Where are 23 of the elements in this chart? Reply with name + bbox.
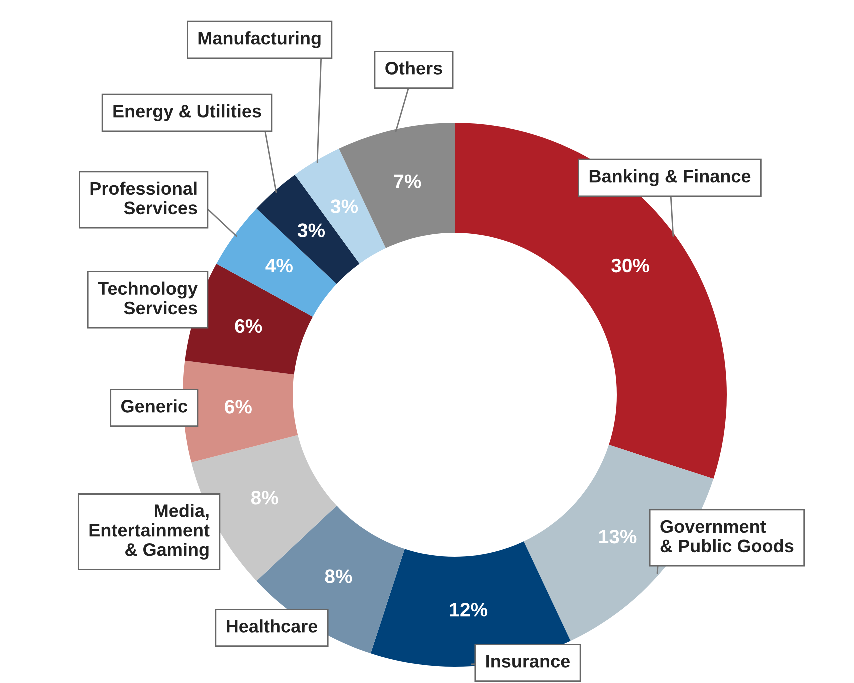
- slice-label: Energy & Utilities: [114, 104, 262, 122]
- slice-label: Manufacturing: [198, 32, 321, 48]
- data-label: 8%: [325, 570, 352, 584]
- donut-slice: [256, 174, 360, 284]
- data-label: 13%: [600, 530, 637, 544]
- slice-label: Banking & Finance: [590, 170, 751, 186]
- slice-label: Media, Entertainment & Gaming: [90, 504, 210, 560]
- slice-label: Others: [386, 62, 442, 75]
- data-label: 30%: [612, 258, 650, 273]
- data-label: 12%: [450, 603, 488, 617]
- slice-label: Generic: [122, 400, 188, 413]
- data-label: 3%: [330, 200, 358, 214]
- slice-label: Professional Services: [90, 182, 198, 215]
- data-label: 7%: [394, 174, 422, 188]
- donut-slice: [295, 148, 386, 264]
- slice-label: Technology Services: [98, 282, 198, 315]
- data-label: 4%: [266, 258, 293, 273]
- data-label: 3%: [298, 224, 326, 238]
- donut-slice: [370, 542, 571, 667]
- slice-label: Healthcare: [227, 620, 318, 633]
- data-label: 6%: [235, 319, 262, 334]
- slice-label: Government & Public Goods: [660, 520, 794, 553]
- data-label: 6%: [225, 400, 252, 414]
